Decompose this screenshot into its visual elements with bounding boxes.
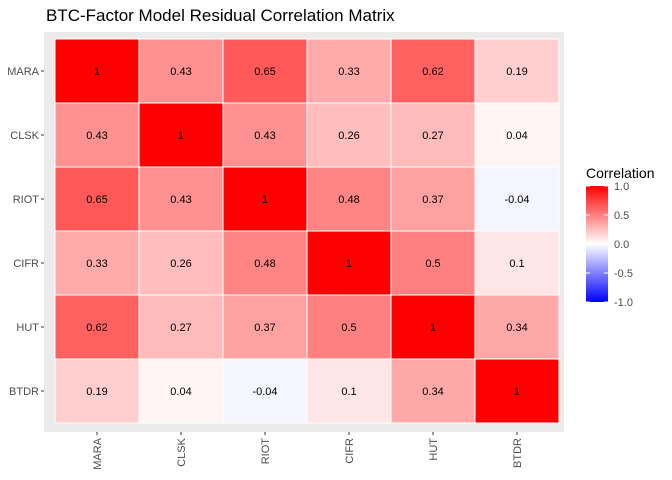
heatmap-cell: [390, 166, 476, 232]
heatmap-cell: [54, 38, 140, 104]
heatmap-cell: [390, 230, 476, 296]
x-tick-label: BTDR: [512, 438, 524, 468]
cell-value-label: 0.04: [506, 130, 527, 142]
cell-value-label: 0.43: [170, 66, 191, 78]
cell-value-label: -0.04: [504, 194, 529, 206]
heatmap-cell: [54, 230, 140, 296]
legend-title: Correlation: [586, 165, 654, 181]
heatmap-cell: [222, 358, 308, 424]
heatmap-cell: [138, 294, 224, 360]
heatmap-cell: [474, 358, 560, 424]
legend-tick-label: 1.0: [614, 181, 629, 193]
heatmap-cell: [138, 230, 224, 296]
cell-value-label: 0.48: [338, 194, 359, 206]
y-tick-label: CIFR: [13, 258, 39, 270]
cell-value-label: 0.34: [422, 386, 443, 398]
cell-value-label: 0.1: [341, 386, 356, 398]
cell-value-label: 0.33: [86, 258, 107, 270]
cell-value-label: 0.65: [254, 66, 275, 78]
y-tick-label: HUT: [16, 322, 39, 334]
heatmap-cell: [306, 166, 392, 232]
cell-value-label: 0.5: [425, 258, 440, 270]
cell-value-label: 1: [346, 258, 352, 270]
x-tick-label: CIFR: [344, 438, 356, 464]
x-tick-label: MARA: [92, 437, 104, 469]
heatmap-cell: [54, 358, 140, 424]
cell-value-label: 0.1: [509, 258, 524, 270]
y-tick-label: BTDR: [9, 386, 39, 398]
cell-value-label: -0.04: [252, 386, 277, 398]
cell-value-label: 0.65: [86, 194, 107, 206]
heatmap-cell: [138, 166, 224, 232]
x-tick-label: HUT: [428, 438, 440, 461]
cell-value-label: 0.48: [254, 258, 275, 270]
heatmap-cell: [306, 358, 392, 424]
legend-color-bar: [586, 186, 608, 302]
x-tick-label: CLSK: [176, 437, 188, 466]
heatmap-cell: [390, 294, 476, 360]
x-tick-label: RIOT: [260, 438, 272, 465]
heatmap-cell: [138, 102, 224, 168]
cell-value-label: 1: [94, 66, 100, 78]
cell-value-label: 0.27: [422, 130, 443, 142]
cell-value-label: 0.62: [86, 322, 107, 334]
legend-tick-label: -1.0: [614, 297, 633, 309]
cell-value-label: 0.43: [254, 130, 275, 142]
cell-value-label: 0.43: [170, 194, 191, 206]
cell-value-label: 0.34: [506, 322, 527, 334]
cell-value-label: 0.26: [170, 258, 191, 270]
heatmap-cell: [306, 230, 392, 296]
legend-tick-label: 0.5: [614, 210, 629, 222]
heatmap-cell: [222, 102, 308, 168]
heatmap-cell: [54, 294, 140, 360]
cell-value-label: 1: [262, 194, 268, 206]
heatmap-cell: [222, 166, 308, 232]
cell-value-label: 0.5: [341, 322, 356, 334]
heatmap-cell: [474, 166, 560, 232]
heatmap-cell: [306, 294, 392, 360]
heatmap-cell: [138, 358, 224, 424]
y-tick-label: CLSK: [10, 130, 39, 142]
heatmap-cell: [306, 102, 392, 168]
legend-tick-label: -0.5: [614, 268, 633, 280]
cell-value-label: 0.43: [86, 130, 107, 142]
cell-value-label: 1: [430, 322, 436, 334]
cell-value-label: 0.37: [254, 322, 275, 334]
heatmap-cell: [474, 294, 560, 360]
heatmap-cell: [54, 102, 140, 168]
cell-value-label: 0.33: [338, 66, 359, 78]
cell-value-label: 0.04: [170, 386, 191, 398]
heatmap-cell: [390, 358, 476, 424]
cell-value-label: 0.19: [506, 66, 527, 78]
cell-value-label: 0.27: [170, 322, 191, 334]
y-tick-label: RIOT: [13, 194, 40, 206]
cell-value-label: 0.62: [422, 66, 443, 78]
y-tick-label: MARA: [7, 66, 39, 78]
heatmap-cell: [222, 294, 308, 360]
cell-value-label: 0.19: [86, 386, 107, 398]
cell-value-label: 0.26: [338, 130, 359, 142]
heatmap-cell: [390, 102, 476, 168]
legend-tick-label: 0.0: [614, 239, 629, 251]
heatmap-cell: [474, 102, 560, 168]
heatmap-cell: [474, 230, 560, 296]
cell-value-label: 1: [178, 130, 184, 142]
cell-value-label: 1: [514, 386, 520, 398]
cell-value-label: 0.37: [422, 194, 443, 206]
chart-title: BTC-Factor Model Residual Correlation Ma…: [46, 6, 395, 25]
